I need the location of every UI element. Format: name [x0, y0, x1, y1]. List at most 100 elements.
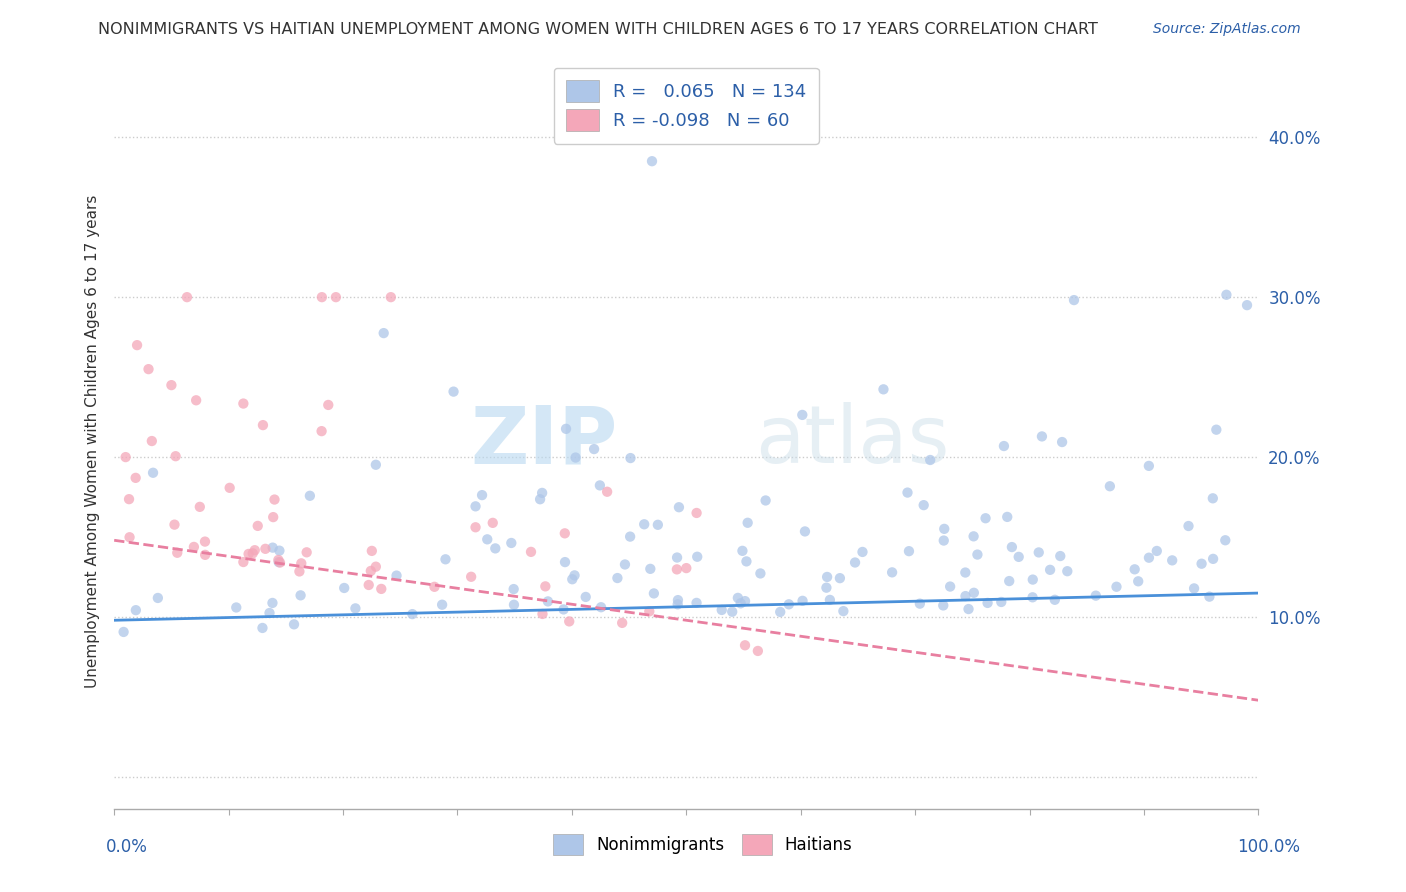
Point: [734, 638, 756, 652]
Point: [325, 290, 347, 304]
Point: [1215, 287, 1237, 301]
Point: [794, 524, 817, 539]
Point: [749, 566, 772, 581]
Point: [553, 602, 575, 616]
Point: [1084, 589, 1107, 603]
Point: [484, 541, 506, 556]
Point: [932, 533, 955, 548]
Point: [1039, 563, 1062, 577]
Point: [1128, 574, 1150, 589]
Point: [232, 396, 254, 410]
Point: [298, 489, 321, 503]
Point: [183, 540, 205, 554]
Point: [647, 517, 669, 532]
Point: [460, 570, 482, 584]
Point: [146, 591, 169, 605]
Point: [815, 570, 838, 584]
Point: [1021, 591, 1043, 605]
Point: [1063, 293, 1085, 307]
Point: [238, 547, 260, 561]
Point: [685, 506, 707, 520]
Point: [832, 604, 855, 618]
Point: [1049, 549, 1071, 563]
Text: 0.0%: 0.0%: [105, 838, 148, 855]
Point: [531, 486, 554, 500]
Point: [955, 566, 977, 580]
Point: [734, 594, 756, 608]
Point: [665, 562, 688, 576]
Point: [1008, 549, 1031, 564]
Point: [1202, 552, 1225, 566]
Point: [262, 541, 284, 555]
Point: [360, 544, 382, 558]
Point: [246, 519, 269, 533]
Point: [1105, 580, 1128, 594]
Point: [252, 621, 274, 635]
Point: [962, 529, 984, 543]
Point: [955, 589, 977, 603]
Point: [844, 556, 866, 570]
Point: [589, 478, 612, 492]
Point: [401, 607, 423, 621]
Point: [1205, 423, 1227, 437]
Point: [564, 568, 586, 582]
Point: [769, 605, 792, 619]
Point: [194, 548, 217, 562]
Point: [558, 615, 581, 629]
Legend: Nonimmigrants, Haitians: Nonimmigrants, Haitians: [547, 828, 859, 862]
Point: [534, 579, 557, 593]
Point: [815, 581, 838, 595]
Point: [974, 511, 997, 525]
Point: [118, 492, 141, 507]
Point: [908, 597, 931, 611]
Point: [1050, 435, 1073, 450]
Point: [619, 530, 641, 544]
Point: [529, 492, 551, 507]
Point: [188, 500, 211, 514]
Text: NONIMMIGRANTS VS HAITIAN UNEMPLOYMENT AMONG WOMEN WITH CHILDREN AGES 6 TO 17 YEA: NONIMMIGRANTS VS HAITIAN UNEMPLOYMENT AM…: [98, 22, 1098, 37]
Point: [166, 546, 188, 560]
Point: [269, 556, 291, 570]
Legend: R =   0.065   N = 134, R = -0.098   N = 60: R = 0.065 N = 134, R = -0.098 N = 60: [554, 68, 820, 145]
Point: [262, 510, 284, 524]
Point: [423, 580, 446, 594]
Point: [370, 582, 392, 596]
Point: [735, 554, 758, 568]
Point: [1202, 491, 1225, 506]
Point: [641, 154, 664, 169]
Point: [502, 582, 524, 596]
Point: [263, 492, 285, 507]
Point: [575, 590, 598, 604]
Point: [218, 481, 240, 495]
Point: [443, 384, 465, 399]
Point: [290, 557, 312, 571]
Point: [1236, 298, 1258, 312]
Point: [998, 574, 1021, 588]
Point: [142, 466, 165, 480]
Point: [666, 550, 689, 565]
Point: [112, 624, 135, 639]
Point: [344, 601, 367, 615]
Point: [503, 598, 526, 612]
Point: [897, 544, 920, 558]
Point: [963, 586, 986, 600]
Point: [633, 517, 655, 532]
Point: [1191, 557, 1213, 571]
Point: [912, 498, 935, 512]
Point: [1028, 545, 1050, 559]
Point: [995, 509, 1018, 524]
Point: [225, 600, 247, 615]
Point: [357, 578, 380, 592]
Point: [118, 530, 141, 544]
Text: atlas: atlas: [755, 402, 949, 480]
Point: [373, 326, 395, 340]
Point: [818, 593, 841, 607]
Point: [194, 534, 217, 549]
Point: [531, 607, 554, 621]
Point: [1213, 533, 1236, 548]
Point: [1198, 590, 1220, 604]
Point: [993, 439, 1015, 453]
Point: [141, 434, 163, 448]
Point: [730, 596, 752, 610]
Point: [872, 382, 894, 396]
